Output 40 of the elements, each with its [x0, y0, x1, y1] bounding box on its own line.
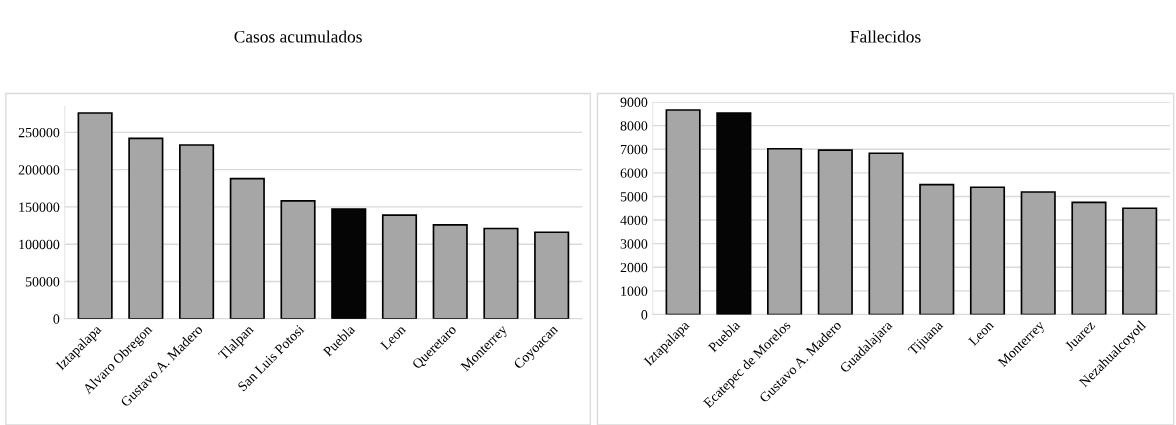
y-tick-label: 0: [53, 314, 60, 324]
bar: [128, 137, 164, 319]
bar: [331, 208, 367, 319]
bar: [767, 147, 803, 315]
y-tick-label: 2000: [620, 262, 648, 273]
bar: [665, 109, 701, 315]
chart-title: Fallecidos: [850, 30, 921, 43]
y-tick-label: 150000: [19, 202, 60, 212]
y-tick-label: 7000: [620, 144, 648, 155]
y-tick-label: 5000: [620, 192, 648, 202]
chart-title: Casos acumulados: [234, 30, 362, 43]
bar: [919, 183, 955, 315]
y-tick-label: 200000: [18, 165, 60, 175]
bar: [1020, 191, 1056, 315]
bar: [280, 200, 316, 319]
y-tick-label: 6000: [620, 168, 648, 178]
x-tick-label: Leon: [967, 319, 995, 347]
bar: [77, 112, 113, 319]
bar: [179, 144, 215, 319]
y-tick-label: 1000: [621, 286, 648, 296]
bar: [868, 152, 904, 315]
y-tick-label: 4000: [620, 215, 648, 226]
bar: [969, 186, 1006, 315]
y-tick-label: 250000: [18, 127, 60, 138]
y-tick-label: 50000: [25, 277, 60, 287]
y-tick-label: 9000: [620, 97, 648, 107]
bar: [432, 223, 468, 319]
bar: [1122, 207, 1158, 315]
bar: [817, 149, 853, 315]
y-tick-label: 0: [641, 310, 648, 320]
y-tick-label: 3000: [620, 239, 648, 249]
x-tick-label: Leon: [379, 324, 407, 351]
bar: [534, 231, 570, 319]
bar: [1071, 201, 1107, 315]
bar: [483, 227, 519, 319]
y-tick-label: 100000: [19, 239, 60, 250]
y-tick-label: 8000: [620, 121, 648, 131]
bar: [381, 214, 418, 319]
bar: [229, 177, 265, 319]
bar: [716, 112, 752, 315]
